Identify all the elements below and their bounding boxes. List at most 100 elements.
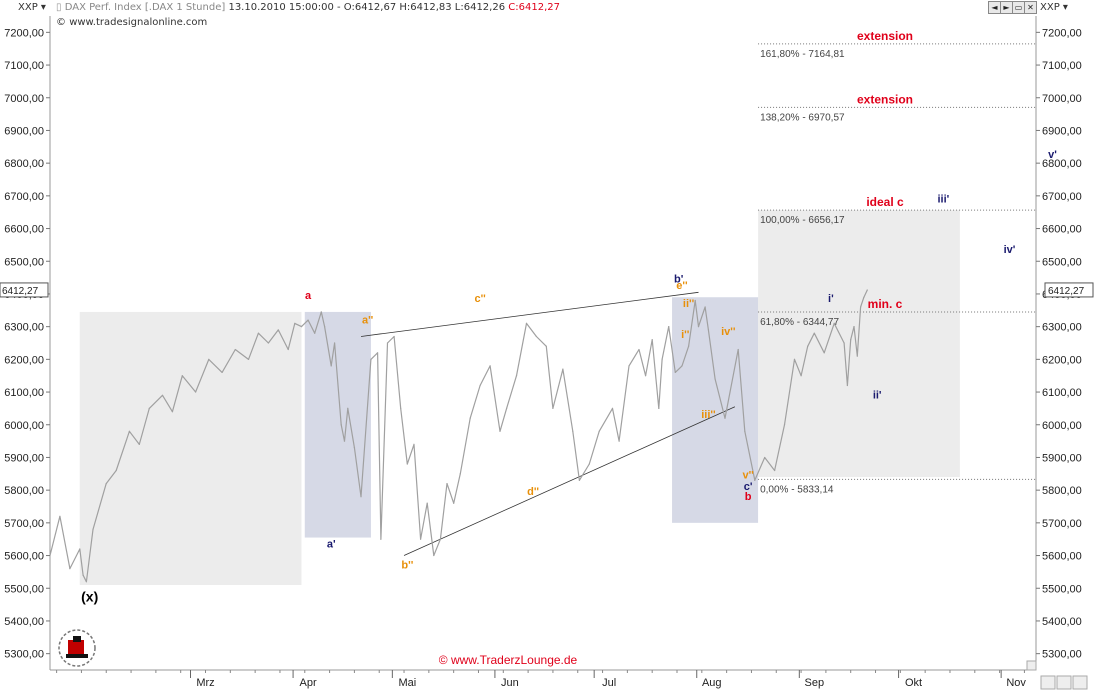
price-point [419,538,422,540]
price-point [59,515,61,517]
price-point [300,326,303,328]
price-point [446,483,448,485]
price-point [148,407,150,409]
price-point [267,342,269,344]
price-point [707,329,710,331]
price-point [823,352,825,354]
y-tick-label-right: 5700,00 [1042,518,1082,530]
wave-box-2 [672,297,759,523]
quote-line: ▯ DAX Perf. Index [.DAX 1 Stunde] 13.10.… [56,0,560,16]
y-tick-label-right: 5900,00 [1042,452,1082,464]
wave-label: (x) [81,588,98,604]
price-point [128,430,131,432]
y-tick-label-left: 7100,00 [4,60,44,72]
wave-label: a [305,290,312,302]
chevron-down-icon: ▾ [40,2,46,13]
price-point [866,289,868,291]
price-point [479,384,481,387]
price-point [863,296,865,298]
y-tick-label-right: 7000,00 [1042,93,1082,105]
symbol-select-right[interactable]: XXP ▾ [1040,0,1068,16]
y-tick-label-right: 5600,00 [1042,551,1082,563]
price-point [386,342,389,344]
price-point [724,417,726,419]
fib-tag-1: extension [857,92,913,106]
price-point [783,424,786,426]
arrow-right-icon: ► [1003,3,1010,12]
price-point [489,365,491,367]
price-point [850,339,852,341]
price-point [453,502,455,504]
price-point [661,358,663,360]
resize-grip-icon[interactable] [1026,660,1037,671]
price-point [800,375,802,377]
price-point [853,326,855,328]
price-point [393,335,395,338]
price-point [793,358,796,360]
price-point [105,483,107,485]
price-point [697,326,700,328]
y-tick-label-left: 6700,00 [4,191,44,203]
wave-box-3 [758,210,960,478]
y-tick-label-right: 5800,00 [1042,485,1082,497]
price-point [813,332,815,334]
price-point [287,348,289,351]
price-point [694,299,696,302]
price-point [234,348,236,351]
y-tick-label-right: 6000,00 [1042,420,1082,432]
wave-label: a' [327,538,336,550]
price-point [92,528,94,530]
maximize-icon: ▭ [1014,3,1023,12]
wave-label: iv' [1004,244,1016,256]
y-tick-label-left: 6600,00 [4,224,44,236]
price-point [754,479,756,481]
price-point [764,456,766,459]
y-tick-label-left: 5300,00 [4,649,44,661]
wave-label: v' [1048,149,1057,161]
price-point [552,407,554,409]
price-point [459,473,461,475]
price-point [658,407,660,409]
price-point [69,568,71,570]
wave-label: v'' [742,470,754,482]
price-point [846,384,849,387]
x-tick-label: Apr [300,677,317,689]
scroll-widgets[interactable] [1040,675,1088,690]
chevron-down-icon: ▾ [1062,2,1068,13]
wave-label: b [745,491,752,503]
price-point [535,335,537,338]
y-tick-label-left: 6900,00 [4,125,44,137]
symbol-right-label: XXP [1040,2,1060,13]
y-tick-label-left: 6200,00 [4,354,44,366]
y-tick-label-left: 7200,00 [4,27,44,39]
price-point [611,407,614,409]
wave-box-1 [304,311,371,538]
y-tick-label-left: 5600,00 [4,551,44,563]
y-tick-label-left: 6300,00 [4,322,44,334]
price-point [499,430,501,432]
close-button[interactable]: ✕ [1024,1,1037,14]
y-tick-label-right: 6700,00 [1042,191,1082,203]
price-point [330,365,332,367]
wave-label: ii'' [683,298,695,310]
last-price-marker-left [0,282,49,298]
y-tick-label-left: 6800,00 [4,158,44,170]
price-point [687,345,690,347]
price-point [370,358,372,360]
price-point [353,447,356,449]
price-point [380,538,382,540]
price-point [628,365,630,367]
y-tick-label-right: 6200,00 [1042,354,1082,366]
y-tick-label-right: 6900,00 [1042,125,1082,137]
wave-label: e'' [676,280,688,292]
close-value: C:6412,27 [508,2,560,13]
price-point [598,430,600,432]
price-point [572,430,574,432]
trendline-0 [360,291,699,337]
symbol-select-left[interactable]: XXP ▾ [18,0,46,16]
y-tick-label-right: 5400,00 [1042,616,1082,628]
price-point [340,424,342,426]
x-tick-label: Sep [805,677,825,689]
price-point [714,378,716,380]
